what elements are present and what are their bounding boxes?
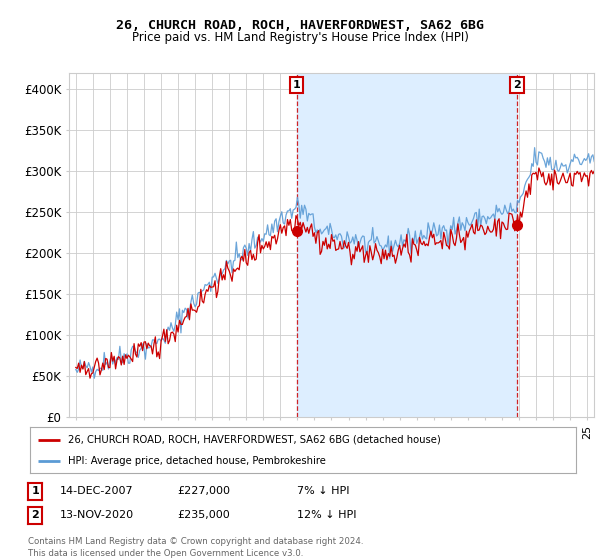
Text: Contains HM Land Registry data © Crown copyright and database right 2024.
This d: Contains HM Land Registry data © Crown c… — [28, 537, 364, 558]
Text: 7% ↓ HPI: 7% ↓ HPI — [297, 486, 349, 496]
Text: 1: 1 — [31, 486, 39, 496]
Text: £227,000: £227,000 — [177, 486, 230, 496]
Text: 2: 2 — [31, 510, 39, 520]
Text: HPI: Average price, detached house, Pembrokeshire: HPI: Average price, detached house, Pemb… — [68, 456, 326, 466]
Bar — [296, 73, 517, 417]
Text: 13-NOV-2020: 13-NOV-2020 — [60, 510, 134, 520]
Text: Price paid vs. HM Land Registry's House Price Index (HPI): Price paid vs. HM Land Registry's House … — [131, 31, 469, 44]
Text: 1: 1 — [293, 80, 301, 90]
Text: £235,000: £235,000 — [177, 510, 230, 520]
Text: 26, CHURCH ROAD, ROCH, HAVERFORDWEST, SA62 6BG (detached house): 26, CHURCH ROAD, ROCH, HAVERFORDWEST, SA… — [68, 435, 441, 445]
Text: 2: 2 — [513, 80, 521, 90]
Text: 12% ↓ HPI: 12% ↓ HPI — [297, 510, 356, 520]
Text: 14-DEC-2007: 14-DEC-2007 — [60, 486, 134, 496]
Text: 26, CHURCH ROAD, ROCH, HAVERFORDWEST, SA62 6BG: 26, CHURCH ROAD, ROCH, HAVERFORDWEST, SA… — [116, 18, 484, 32]
